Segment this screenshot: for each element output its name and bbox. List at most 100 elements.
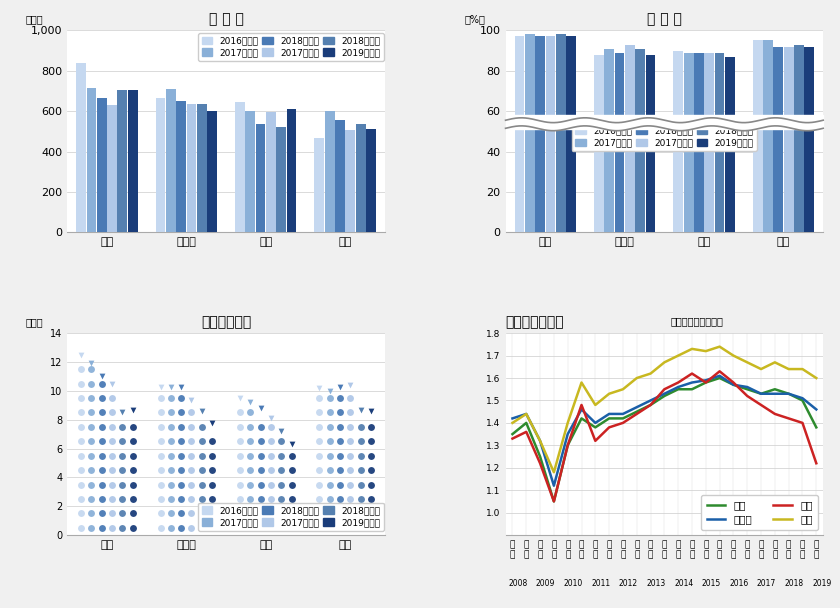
神奈川 xyxy=(769,390,780,398)
Point xyxy=(234,437,247,446)
神奈川 xyxy=(797,395,807,402)
Text: 2008: 2008 xyxy=(508,579,528,589)
Point xyxy=(354,523,367,533)
Point xyxy=(75,465,88,475)
Bar xyxy=(635,49,645,232)
Point xyxy=(164,465,177,475)
千葉 xyxy=(576,379,586,386)
埼玉 xyxy=(687,370,697,377)
Point xyxy=(264,413,277,423)
Text: （%）: （%） xyxy=(465,15,486,24)
Point xyxy=(264,523,277,533)
Point xyxy=(175,480,188,489)
Text: 2016: 2016 xyxy=(729,579,748,589)
Point xyxy=(164,451,177,461)
千葉 xyxy=(659,359,669,366)
Point xyxy=(164,393,177,403)
Point xyxy=(185,494,198,504)
Point xyxy=(116,465,129,475)
千葉 xyxy=(645,370,655,377)
千葉 xyxy=(797,365,807,373)
Point xyxy=(206,508,219,518)
埼玉 xyxy=(632,410,642,418)
Point xyxy=(75,451,88,461)
Point xyxy=(175,508,188,518)
Point xyxy=(175,407,188,417)
Point xyxy=(244,451,257,461)
埼玉 xyxy=(507,435,517,442)
Point xyxy=(323,437,336,446)
Point xyxy=(175,437,188,446)
Point xyxy=(95,480,108,489)
Point xyxy=(264,494,277,504)
Point xyxy=(95,379,108,389)
Point xyxy=(175,523,188,533)
神奈川 xyxy=(715,372,725,379)
Bar xyxy=(176,101,186,232)
Bar xyxy=(753,41,763,232)
Point xyxy=(333,407,347,417)
Point xyxy=(164,480,177,489)
神奈川 xyxy=(811,406,822,413)
Point xyxy=(185,422,198,432)
Point xyxy=(185,451,198,461)
Point xyxy=(354,508,367,518)
Bar xyxy=(674,50,683,232)
Bar xyxy=(128,90,138,232)
Point xyxy=(333,494,347,504)
神奈川 xyxy=(522,410,532,418)
Bar xyxy=(684,53,694,232)
Bar xyxy=(725,57,735,232)
Point xyxy=(275,426,288,436)
Point xyxy=(234,451,247,461)
Point xyxy=(323,393,336,403)
Point xyxy=(95,465,108,475)
Point xyxy=(333,523,347,533)
Point xyxy=(175,422,188,432)
Point xyxy=(105,465,118,475)
Bar xyxy=(715,53,724,232)
Point xyxy=(195,406,208,416)
神奈川 xyxy=(756,390,766,398)
Legend: 2016年下期, 2017年下期, 2018年下期, 2017年上期, 2018年上期, 2019年上期: 2016年下期, 2017年下期, 2018年下期, 2017年上期, 2018… xyxy=(198,503,384,531)
Bar xyxy=(545,36,555,232)
Bar xyxy=(286,109,297,232)
Point xyxy=(333,422,347,432)
神奈川 xyxy=(645,397,655,404)
Point xyxy=(206,523,219,533)
Point xyxy=(285,480,298,489)
Point xyxy=(185,523,198,533)
Point xyxy=(244,523,257,533)
Point xyxy=(85,480,98,489)
Point xyxy=(164,494,177,504)
Point xyxy=(126,437,139,446)
Bar xyxy=(604,49,614,232)
千葉 xyxy=(591,401,601,409)
千葉 xyxy=(618,385,628,393)
Point xyxy=(75,494,88,504)
Point xyxy=(75,508,88,518)
Bar xyxy=(566,36,576,232)
千葉 xyxy=(522,410,532,418)
Point xyxy=(75,350,88,360)
東京 xyxy=(618,415,628,422)
Bar xyxy=(615,53,624,232)
Point xyxy=(95,407,108,417)
Bar xyxy=(335,120,345,232)
Bar xyxy=(763,41,773,232)
Point xyxy=(164,407,177,417)
Point xyxy=(164,437,177,446)
Point xyxy=(333,437,347,446)
Bar xyxy=(314,139,324,232)
Point xyxy=(105,508,118,518)
東京 xyxy=(701,379,711,386)
神奈川 xyxy=(591,420,601,427)
Point xyxy=(323,465,336,475)
Point xyxy=(312,393,326,403)
千葉 xyxy=(784,365,794,373)
埼玉 xyxy=(701,379,711,386)
Point xyxy=(333,465,347,475)
Point xyxy=(244,422,257,432)
Point xyxy=(185,407,198,417)
Point xyxy=(85,465,98,475)
